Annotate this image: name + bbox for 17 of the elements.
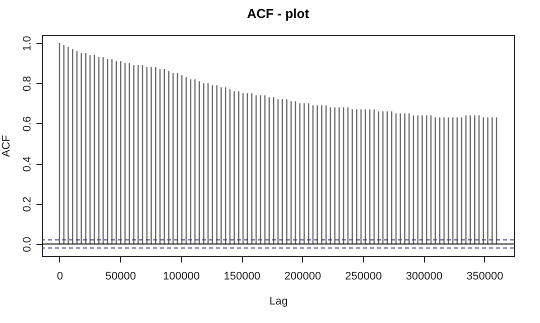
x-tick-label: 350000 — [466, 270, 504, 282]
x-axis-title: Lag — [269, 296, 288, 308]
x-tick-label: 250000 — [345, 270, 382, 282]
chart-title: ACF - plot — [246, 6, 310, 21]
y-axis-title: ACF — [0, 134, 12, 157]
x-tick-label: 0 — [56, 270, 64, 282]
y-tick-label: 0.8 — [22, 76, 34, 92]
y-tick-label: 0.6 — [22, 116, 34, 132]
x-tick-label: 100000 — [163, 270, 200, 282]
x-tick-label: 200000 — [284, 270, 322, 282]
y-tick-label: 1.0 — [22, 36, 34, 52]
x-tick-label: 300000 — [406, 270, 443, 282]
y-tick-label: 0.2 — [22, 196, 34, 212]
x-tick-label: 150000 — [224, 270, 260, 282]
y-tick-label: 0.4 — [22, 156, 34, 172]
x-tick-label: 50000 — [105, 270, 136, 282]
y-tick-label: 0.0 — [22, 236, 34, 252]
